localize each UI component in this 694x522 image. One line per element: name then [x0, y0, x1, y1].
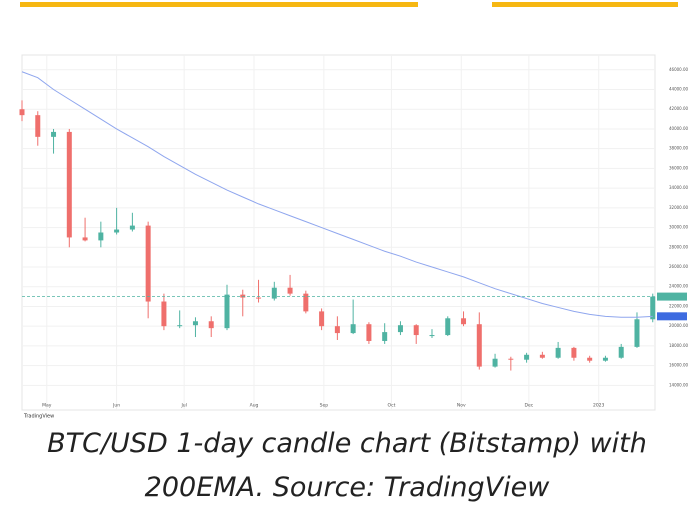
candle-body — [382, 332, 388, 341]
candle-body — [271, 287, 277, 299]
candle-body — [397, 325, 403, 333]
candle-body — [634, 319, 640, 347]
candle-body — [19, 109, 25, 116]
y-tick-label: 32000.00 — [669, 205, 689, 210]
y-tick-label: 28000.00 — [669, 244, 689, 249]
y-tick-label: 14000.00 — [669, 382, 689, 387]
y-tick-label: 22000.00 — [669, 303, 689, 308]
candle-body — [429, 335, 435, 337]
candle-body — [82, 237, 88, 241]
candle-body — [476, 324, 482, 367]
y-tick-label: 34000.00 — [669, 185, 689, 190]
ema-badge — [657, 312, 687, 321]
candle-body — [445, 318, 451, 336]
candle-body — [129, 225, 135, 230]
candle-body — [618, 346, 624, 358]
candle-body — [114, 229, 120, 233]
candle-body — [650, 296, 656, 320]
y-tick-label: 36000.00 — [669, 165, 689, 170]
candle-body — [461, 318, 467, 325]
candle-body — [539, 354, 545, 358]
candle-body — [524, 354, 530, 360]
x-tick-label: Jul — [180, 403, 186, 409]
candle-body — [303, 293, 309, 312]
watermark: TradingView — [23, 414, 54, 420]
y-tick-label: 26000.00 — [669, 264, 689, 269]
y-tick-label: 38000.00 — [669, 146, 689, 151]
caption: 200EMA. Source: TradingView — [144, 472, 550, 503]
candle-body — [192, 321, 198, 326]
candle-body — [555, 347, 561, 358]
ema-line — [21, 71, 653, 318]
candle-body — [319, 311, 325, 327]
x-tick-label: Oct — [388, 403, 396, 409]
candle-body — [492, 358, 498, 367]
candle-body — [256, 297, 262, 299]
candle-body — [98, 232, 104, 241]
y-tick-label: 20000.00 — [669, 323, 689, 328]
candle-body — [571, 347, 577, 358]
x-tick-label: 2023 — [593, 403, 605, 409]
candle-body — [224, 294, 230, 329]
x-tick-label: Nov — [457, 403, 466, 409]
x-tick-label: Aug — [250, 403, 259, 409]
top-bar — [20, 2, 418, 7]
y-tick-label: 40000.00 — [669, 126, 689, 131]
y-tick-label: 30000.00 — [669, 225, 689, 230]
candle-body — [161, 301, 167, 327]
candle-body — [366, 324, 372, 341]
top-bar — [492, 2, 678, 7]
y-tick-label: 24000.00 — [669, 284, 689, 289]
candle-body — [602, 357, 608, 361]
candle-body — [35, 115, 41, 137]
y-tick-label: 46000.00 — [669, 67, 689, 72]
candle-body — [66, 131, 72, 238]
y-tick-label: 18000.00 — [669, 343, 689, 348]
candle-body — [51, 131, 57, 137]
y-tick-label: 16000.00 — [669, 363, 689, 368]
x-tick-label: Jun — [112, 403, 120, 409]
candle-body — [145, 225, 151, 302]
candle-body — [587, 357, 593, 361]
y-tick-label: 42000.00 — [669, 106, 689, 111]
x-tick-label: Dec — [524, 403, 533, 409]
candle-body — [177, 325, 183, 327]
candle-body — [350, 324, 356, 334]
plot-frame — [21, 54, 656, 411]
caption: BTC/USD 1-day candle chart (Bitstamp) wi… — [47, 428, 647, 459]
x-tick-label: Sep — [320, 403, 329, 409]
x-tick-label: May — [42, 403, 52, 409]
chart: TradingView 14000.00 16000.00 18000.00 2000… — [19, 2, 689, 420]
candle-body — [413, 325, 419, 336]
candle-body — [508, 358, 514, 360]
candle-body — [334, 326, 340, 334]
candle-body — [208, 321, 214, 329]
candle-body — [287, 287, 293, 294]
candle-body — [240, 294, 246, 298]
y-tick-label: 44000.00 — [669, 87, 689, 92]
last-price-badge — [657, 292, 687, 301]
